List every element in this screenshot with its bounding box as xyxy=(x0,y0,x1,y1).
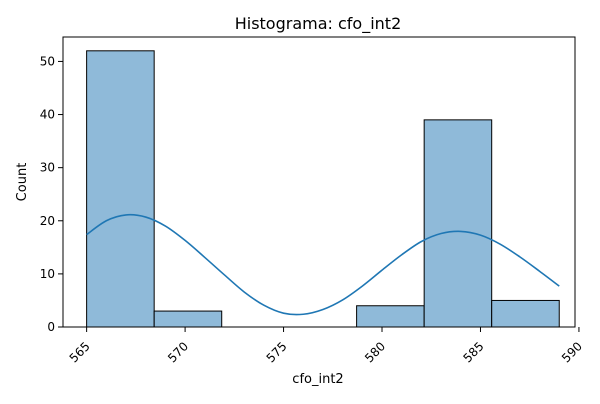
histogram-bar-5 xyxy=(423,119,493,328)
chart-title: Histograma: cfo_int2 xyxy=(235,14,402,34)
y-tick-label-20: 20 xyxy=(40,214,55,228)
y-tick-label-30: 30 xyxy=(40,161,55,175)
histogram-bar-6 xyxy=(491,299,560,328)
kde-layer xyxy=(86,213,560,316)
y-axis-label: Count xyxy=(15,163,30,202)
histogram-bar-0 xyxy=(86,50,155,328)
kde-line xyxy=(86,213,560,316)
x-axis-label: cfo_int2 xyxy=(292,372,343,387)
y-tick-label-40: 40 xyxy=(40,108,55,122)
y-tick-label-0: 0 xyxy=(47,320,55,334)
y-tick-label-10: 10 xyxy=(40,267,55,281)
bars-layer xyxy=(86,50,560,328)
plot-frame xyxy=(62,36,576,328)
histogram-bar-1 xyxy=(153,310,223,328)
y-tick-label-50: 50 xyxy=(40,54,55,68)
histogram-bar-4 xyxy=(356,305,425,328)
